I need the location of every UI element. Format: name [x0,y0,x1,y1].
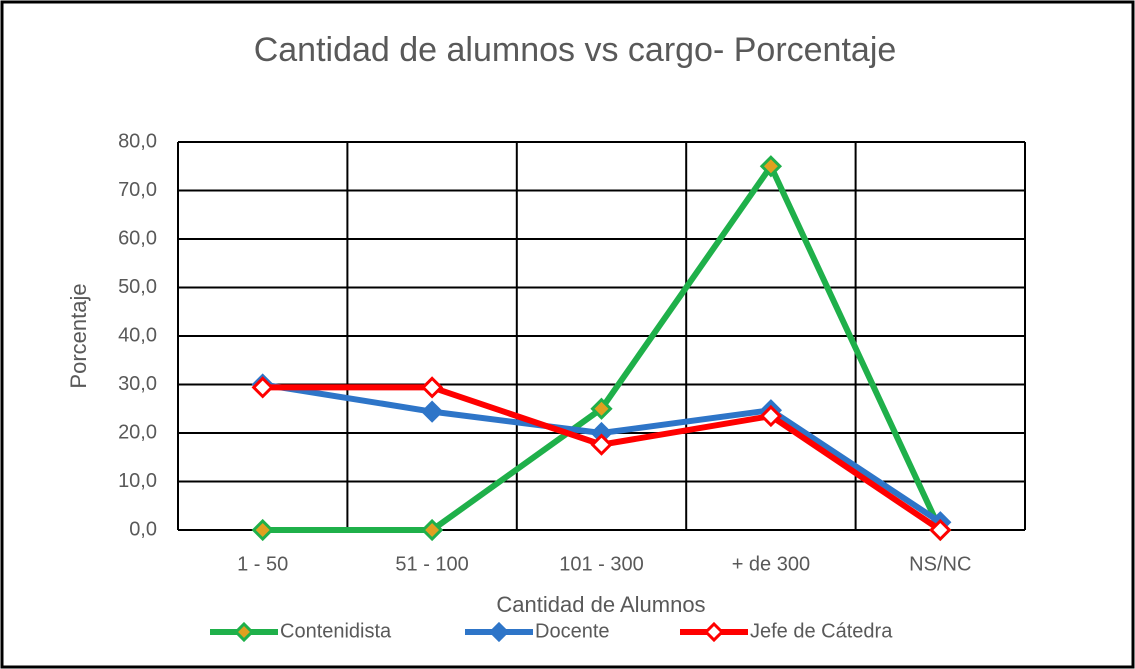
x-axis-label: Cantidad de Alumnos [496,592,705,617]
y-axis-label: Porcentaje [66,283,91,388]
y-tick-label: 50,0 [118,276,157,298]
marker [420,518,444,542]
marker [929,518,952,542]
y-tick-label: 0,0 [129,518,157,540]
legend-marker [233,621,255,643]
y-tick-label: 20,0 [118,421,157,443]
x-tick-label: 1 - 50 [237,553,288,575]
marker [759,155,783,178]
y-tick-label: 80,0 [118,130,157,152]
x-tick-label: 101 - 300 [559,553,644,575]
legend-label: Contenidista [280,620,392,642]
x-tick-label: 51 - 100 [395,553,468,575]
chart-title: Cantidad de alumnos vs cargo- Porcentaje [254,31,897,69]
marker [251,518,274,542]
marker [420,400,444,423]
y-tick-label: 70,0 [118,179,157,201]
x-tick-label: NS/NC [909,553,971,575]
x-tick-label: + de 300 [732,553,810,575]
legend-label: Jefe de Cátedra [750,620,893,642]
marker [251,376,274,399]
marker [590,433,613,456]
y-tick-label: 30,0 [118,373,157,395]
marker [759,404,783,428]
legend-marker [488,621,510,643]
marker [590,397,613,420]
y-tick-label: 10,0 [118,470,157,492]
legend-marker [703,621,725,643]
y-tick-label: 60,0 [118,227,157,249]
legend-label: Docente [535,620,610,642]
y-tick-label: 40,0 [118,324,157,346]
marker [420,376,444,399]
